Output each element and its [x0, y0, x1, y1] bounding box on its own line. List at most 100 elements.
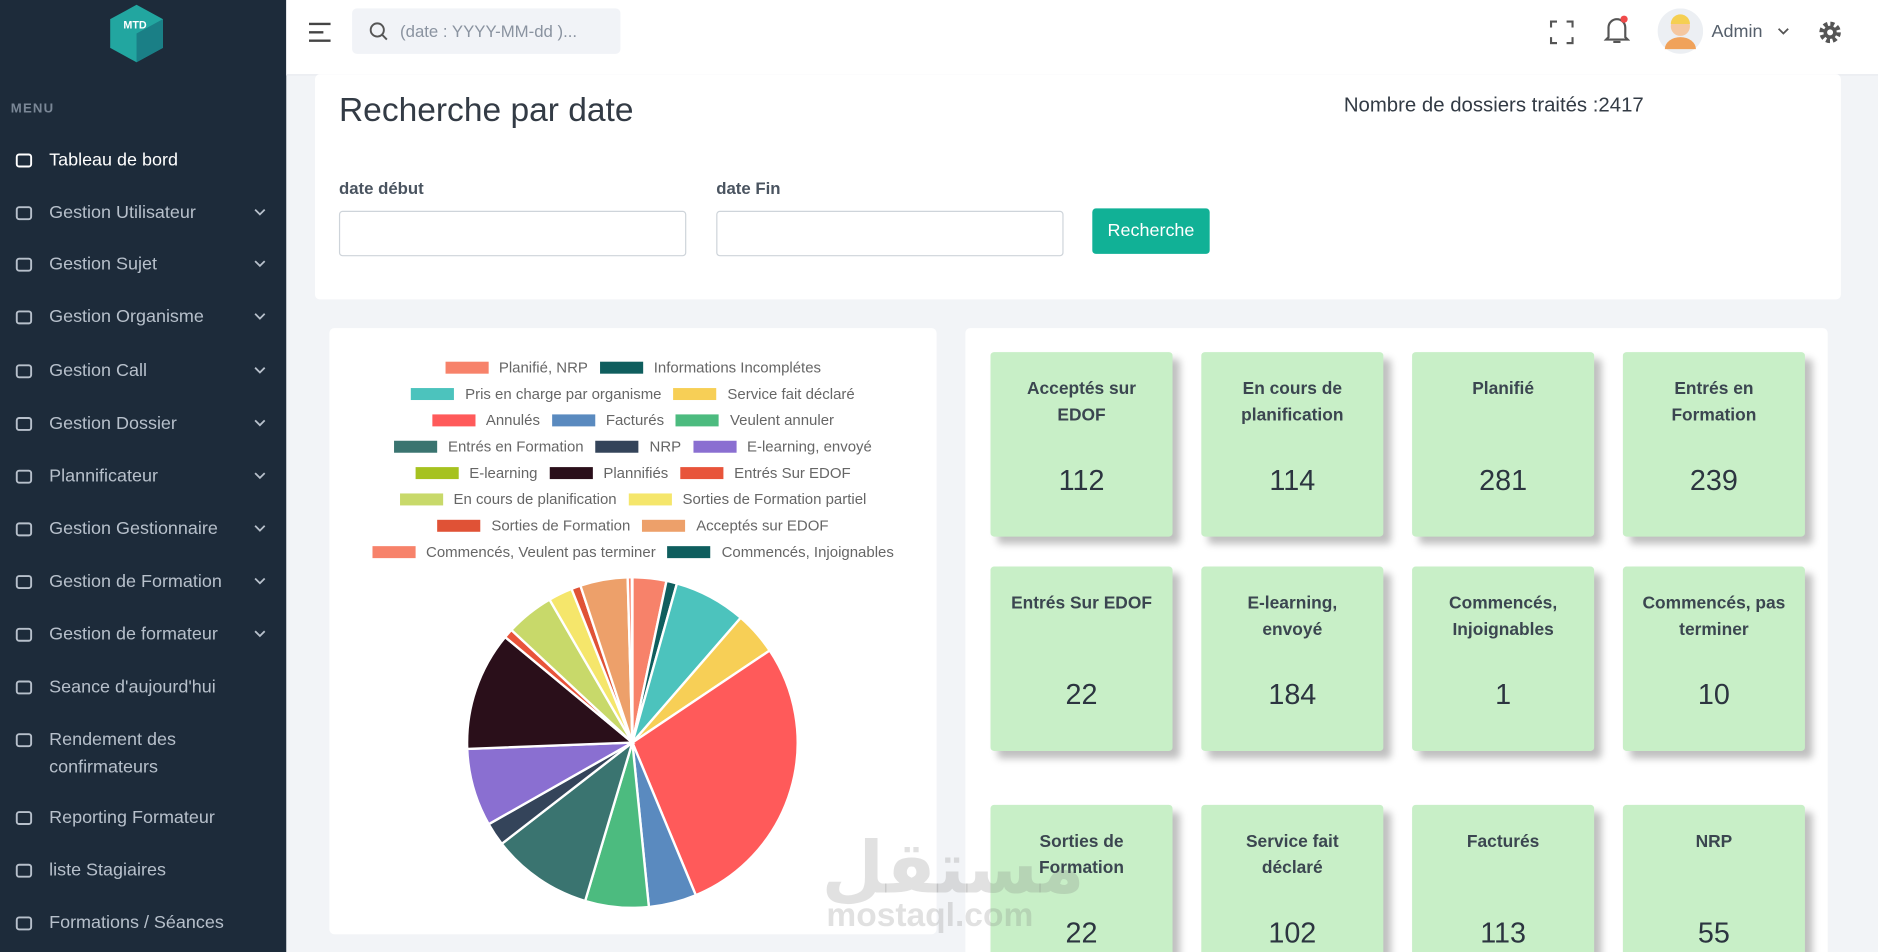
menu-item[interactable]: Seance d'aujourd'hui: [14, 673, 266, 701]
menu-icon: [15, 257, 33, 272]
menu-text: Seance d'aujourd'hui: [49, 676, 216, 698]
legend-label: Sorties de Formation: [491, 517, 631, 535]
menu-icon: [15, 522, 33, 537]
menu-item[interactable]: Formations / Séances: [14, 909, 266, 937]
legend-item: Planifié, NRP: [444, 359, 588, 376]
menu-chevron: [254, 630, 266, 638]
stat-value: 113: [1480, 917, 1527, 950]
notification-button[interactable]: [1603, 14, 1631, 45]
search-panel: Recherche par date Nombre de dossiers tr…: [314, 74, 1841, 300]
sidebar: MTD MENU Tableau de bord Gestion Utilisat…: [0, 0, 287, 952]
menu-icon: [15, 469, 33, 484]
menu-item[interactable]: Gestion Utilisateur: [14, 199, 266, 227]
menu-item[interactable]: Rendement des confirmateurs: [14, 726, 266, 781]
stat-label: Sorties de Formation: [1039, 832, 1124, 878]
pie-slice: [500, 739, 635, 903]
user-name[interactable]: Admin: [1711, 21, 1763, 42]
menu-item[interactable]: Gestion Sujet: [14, 250, 266, 278]
menu-item[interactable]: Gestion Organisme: [14, 303, 266, 331]
legend-item: E-learning, envoyé: [693, 438, 872, 455]
menu-item[interactable]: Gestion de formateur: [14, 620, 266, 648]
stat-card: Entrés en Formation 239: [1622, 352, 1805, 537]
stat-card: Commencés, pas terminer 10: [1622, 566, 1805, 751]
chevron: [254, 577, 266, 585]
total-count: Nombre de dossiers traités :2417: [1343, 93, 1644, 117]
menu-label: MENU: [10, 101, 55, 117]
stats-panel: Acceptés sur EDOF 112 En cours de planific…: [965, 328, 1828, 952]
stat-label: NRP: [1695, 832, 1733, 852]
legend-label: Informations Incomplétes: [653, 359, 822, 377]
icon-shape: [15, 206, 33, 221]
fullscreen-button[interactable]: [1549, 20, 1574, 45]
legend-swatch: [628, 493, 672, 506]
menu-item[interactable]: Gestion Gestionnaire: [14, 515, 266, 543]
icon-shape: [15, 257, 33, 272]
menu-icon: [15, 310, 33, 325]
legend-swatch: [595, 440, 639, 453]
stat-label: En cours de planification: [1241, 379, 1344, 426]
chevron: [254, 419, 266, 427]
stat-label: Commencés, Injoignables: [1449, 594, 1558, 640]
menu-item[interactable]: Gestion Call: [14, 357, 266, 385]
stat-label: Facturés: [1466, 832, 1540, 852]
menu-chevron: [254, 472, 266, 480]
menu-toggle[interactable]: [308, 22, 332, 44]
legend-label: Service fait déclaré: [727, 385, 855, 403]
stat-value: 184: [1268, 679, 1317, 712]
menu-chevron: [254, 525, 266, 532]
icon-shape: [15, 469, 33, 484]
menu-item[interactable]: Gestion de Formation: [14, 568, 266, 596]
menu-text: Plannificateur: [49, 465, 158, 487]
avatar[interactable]: [1657, 8, 1704, 54]
settings-button[interactable]: [1817, 19, 1843, 45]
legend-item: Facturés: [551, 412, 664, 429]
watermark: mostaql.com: [826, 895, 1034, 934]
stat-label: E-learning, envoyé: [1247, 594, 1338, 640]
start-input[interactable]: [338, 210, 687, 257]
end-input[interactable]: [716, 210, 1064, 257]
stat-value: 102: [1268, 917, 1317, 950]
legend-item: Sorties de Formation partiel: [628, 491, 867, 508]
pie-chart: [465, 576, 799, 910]
legend-label: Sorties de Formation partiel: [682, 491, 867, 508]
legend-item: En cours de planification: [399, 491, 617, 508]
legend-swatch: [673, 388, 717, 401]
icon-shape: [15, 575, 33, 590]
search-button[interactable]: Recherche: [1092, 208, 1210, 254]
search-box[interactable]: (date : YYYY-MM-dd )...: [352, 8, 621, 54]
legend-item: E-learning: [415, 465, 537, 481]
chevron: [254, 630, 266, 638]
menu-item[interactable]: Tableau de bord: [14, 146, 266, 174]
legend-item: Informations Incomplétes: [599, 359, 822, 377]
stat-card: En cours de planification 114: [1201, 352, 1384, 537]
menu-item[interactable]: Plannificateur: [14, 462, 266, 490]
legend-label: Entrés en Formation: [447, 438, 584, 456]
search-placeholder: (date : YYYY-MM-dd )...: [400, 21, 578, 41]
menu-icon: [15, 364, 33, 379]
chevron: [254, 525, 266, 532]
stat-label: Commencés, pas terminer: [1642, 594, 1786, 640]
stat-label: Entrés en Formation: [1671, 379, 1757, 426]
legend-item: Plannifiés: [549, 465, 668, 481]
start-label: date début: [338, 178, 424, 198]
menu-item[interactable]: Gestion Dossier: [14, 410, 266, 438]
menu-icon: [15, 863, 33, 878]
stat-card: E-learning, envoyé 184: [1201, 566, 1384, 751]
menu-text: Reporting Formateur: [49, 807, 215, 828]
legend-item: NRP: [595, 438, 681, 455]
legend-swatch: [399, 493, 443, 506]
legend-item: Pris en charge par organisme: [411, 386, 662, 402]
icon-shape: [15, 522, 33, 537]
stat-card: NRP 55: [1622, 804, 1805, 952]
legend-swatch: [680, 467, 724, 480]
icon-shape: [15, 811, 33, 825]
menu-item[interactable]: Reporting Formateur: [14, 804, 266, 832]
menu-item[interactable]: liste Stagiaires: [14, 856, 266, 884]
legend-item: Service fait déclaré: [673, 385, 855, 403]
pie-slice: [630, 648, 799, 897]
legend-swatch: [431, 414, 476, 427]
legend-label: Entrés Sur EDOF: [734, 464, 851, 482]
legend-swatch: [667, 546, 711, 559]
legend-swatch: [693, 440, 737, 453]
stat-value: 114: [1269, 464, 1316, 498]
